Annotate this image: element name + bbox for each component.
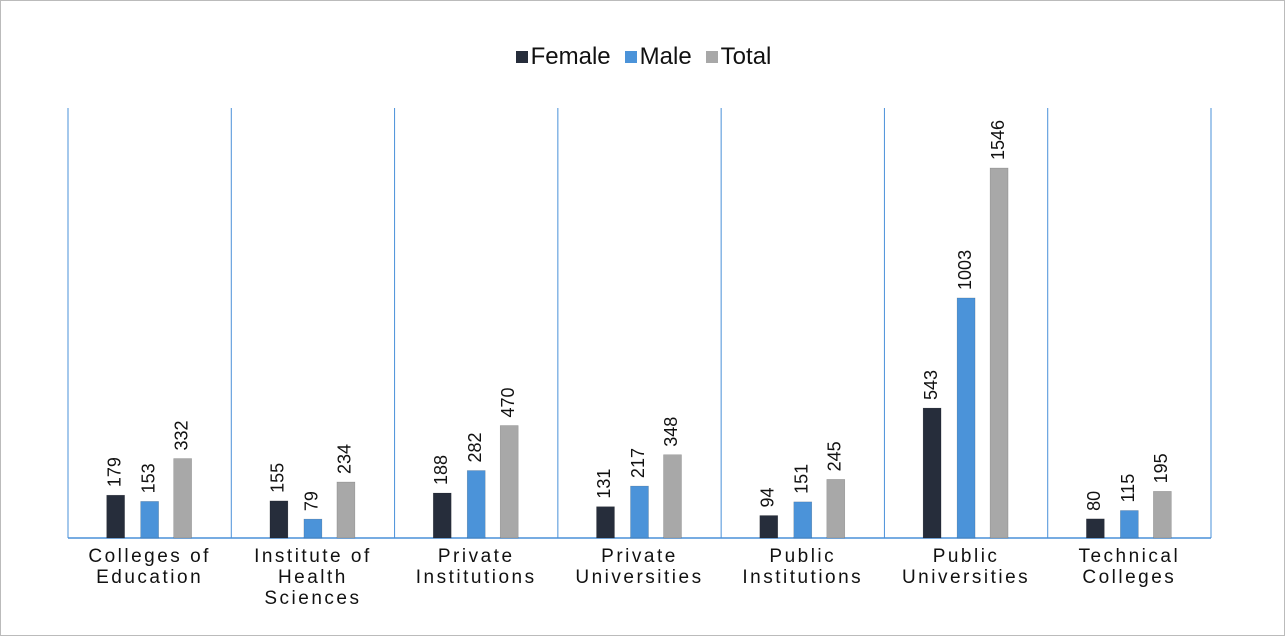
data-label: 155: [268, 463, 288, 493]
legend-label: Female: [530, 43, 611, 70]
bar: [630, 485, 649, 539]
bar: [106, 494, 125, 539]
bar: [336, 481, 356, 539]
bar: [793, 501, 813, 539]
bar: [759, 515, 779, 539]
legend-swatch: [705, 51, 718, 63]
x-tick-label: Institute of Health Sciences: [254, 546, 372, 609]
legend-label: Total: [720, 43, 772, 70]
data-label: 245: [825, 441, 845, 471]
bar: [1153, 491, 1172, 539]
bar: [1086, 518, 1105, 539]
legend-item: Female: [515, 43, 611, 71]
legend-item: Total: [705, 43, 772, 71]
legend-item: Male: [624, 43, 692, 71]
data-label: 332: [171, 420, 191, 450]
bar: [466, 470, 486, 539]
data-label: 131: [594, 469, 614, 499]
data-label: 543: [921, 370, 941, 400]
data-label: 151: [792, 464, 812, 494]
x-tick-label: Technical Colleges: [1078, 546, 1181, 588]
bar: [303, 518, 323, 539]
bar: [596, 506, 615, 539]
data-label: 188: [431, 455, 451, 485]
data-label: 115: [1118, 474, 1138, 503]
data-label: 94: [758, 487, 778, 507]
data-label: 1003: [955, 250, 975, 290]
x-tick-label: Public Institutions: [742, 546, 864, 588]
bar: [140, 501, 159, 539]
data-label: 179: [104, 457, 124, 487]
data-label: 1546: [988, 120, 1008, 160]
data-label: 79: [302, 491, 322, 511]
data-label: 80: [1084, 491, 1104, 511]
data-label: 195: [1151, 453, 1171, 483]
legend-label: Male: [639, 43, 692, 70]
bar: [826, 479, 846, 539]
x-tick-label: Colleges of Education: [88, 546, 211, 588]
bar: [1120, 510, 1139, 539]
bar: [432, 492, 452, 539]
data-label: 153: [138, 463, 158, 493]
bar: [499, 425, 519, 539]
bar: [173, 458, 192, 539]
bar: [956, 297, 976, 539]
data-label: 282: [465, 432, 485, 462]
data-label: 470: [498, 387, 518, 417]
legend-swatch: [515, 51, 528, 63]
bar: [922, 407, 942, 539]
x-tick-label: Public Universities: [901, 546, 1031, 588]
data-label: 217: [628, 448, 648, 478]
bar: [663, 454, 682, 539]
bar: [989, 167, 1009, 539]
data-label: 234: [335, 444, 355, 474]
x-tick-label: Private Institutions: [415, 546, 537, 588]
legend-swatch: [624, 51, 637, 63]
x-tick-label: Private Universities: [575, 546, 704, 588]
legend: Female Male Total: [1, 43, 1284, 71]
bar: [269, 500, 289, 539]
data-label: 348: [661, 417, 681, 447]
